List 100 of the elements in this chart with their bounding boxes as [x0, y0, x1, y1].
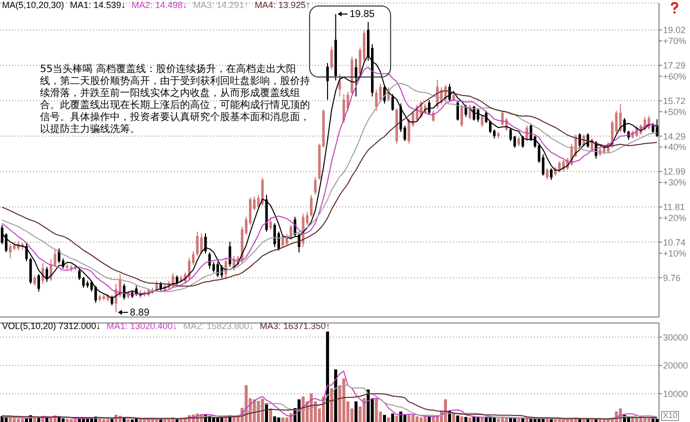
candlestick: [546, 168, 548, 180]
candlestick: [8, 244, 12, 259]
candlestick: [460, 104, 464, 128]
bar: [138, 419, 142, 422]
candlestick: [29, 257, 32, 284]
legend-title: MA(5,10,20,30): [2, 0, 64, 10]
y-tick-label: 15.72: [663, 96, 686, 106]
bar: [126, 419, 130, 422]
annotation: 55当头棒喝 高档覆盖线：股价连续扬升，在高档走出大阳线，第二天股价顺势高开，由于受到获利回吐盘影响，股价持续滑落，并跌至前一阳线实体之内收盘，从而形成覆盖线组合。此覆盖线出现在长期上涨后的高位，可能构成行情见顶的信号。具体操作中，投资者要认真研究个股基本面和消息面，以提防主力骗线洗筹。: [40, 64, 311, 136]
text: MA2: 15823.800↓: [183, 321, 254, 331]
bar: [656, 418, 659, 422]
legend-title: VOL(5,10,20) 7312.000↓: [2, 321, 101, 331]
candlestick: [330, 46, 333, 70]
bar: [550, 419, 553, 422]
y2-tick-label: +40%: [663, 142, 686, 152]
y-tick-label: 9.76: [663, 272, 681, 283]
candlestick: [33, 274, 36, 286]
candlestick: [37, 273, 40, 292]
candlestick: [114, 283, 118, 313]
bar: [273, 416, 276, 422]
bar: [134, 418, 138, 422]
bar: [334, 369, 338, 422]
candlestick: [456, 100, 459, 122]
bar: [428, 416, 431, 422]
candlestick: [188, 257, 191, 280]
y-tick-label: 14.29: [663, 131, 686, 142]
candlestick: [204, 232, 207, 254]
candlestick: [310, 194, 313, 218]
candlestick: [54, 248, 56, 268]
bar: [102, 419, 106, 422]
candlestick: [517, 136, 520, 147]
bar: [330, 388, 334, 422]
bar: [74, 419, 77, 422]
candlestick: [472, 105, 476, 122]
y2-tick-label: +20%: [663, 213, 686, 224]
bar: [651, 418, 654, 422]
bar: [647, 418, 650, 422]
candlestick: [342, 94, 346, 124]
candlestick: [25, 243, 28, 262]
annotation: 8.89: [130, 306, 150, 318]
bar: [399, 412, 402, 422]
y2-tick-label: +70%: [663, 36, 686, 46]
bar: [472, 416, 476, 422]
bar: [244, 385, 248, 422]
text: MA2: 14.498↓: [132, 0, 188, 10]
bar: [106, 419, 110, 422]
bar: [558, 419, 561, 422]
bar: [509, 418, 512, 422]
candlestick: [375, 89, 378, 112]
candlestick: [623, 118, 626, 134]
candlestick: [176, 274, 178, 286]
bar: [517, 418, 520, 422]
candlestick: [282, 234, 284, 248]
bar: [8, 418, 12, 422]
bar: [366, 389, 370, 422]
bar: [460, 416, 464, 422]
candlestick: [391, 94, 394, 112]
bar: [395, 416, 398, 422]
bar: [496, 418, 500, 422]
bar: [220, 418, 224, 422]
bar: [456, 415, 460, 422]
bar: [12, 418, 16, 422]
candlestick: [480, 114, 484, 128]
bar: [354, 401, 358, 422]
text: MA3: 16371.350↑: [260, 321, 330, 331]
candlestick: [326, 62, 329, 100]
candlestick: [269, 218, 272, 230]
bar: [98, 418, 102, 422]
bar: [411, 414, 414, 422]
bar: [20, 418, 24, 422]
candlestick: [196, 231, 199, 256]
bar: [391, 414, 394, 422]
bar: [403, 414, 406, 422]
y-tick-label: 11.81: [663, 202, 685, 212]
bar: [639, 418, 642, 422]
bar: [492, 417, 496, 422]
y-tick-label: 20000: [663, 360, 688, 371]
bar: [62, 418, 65, 422]
y2-tick-label: +10%: [663, 248, 686, 258]
y-tick-label: 30000: [663, 332, 688, 342]
text: MA1: 14.539↓: [70, 0, 126, 10]
candlestick: [383, 84, 386, 104]
y-tick-label: 12.99: [663, 166, 686, 177]
bar: [151, 419, 154, 422]
bar: [342, 378, 346, 422]
bar: [374, 398, 378, 422]
annotation: 19.85: [350, 8, 376, 20]
bar: [281, 417, 284, 422]
bar: [416, 416, 419, 422]
bar: [326, 331, 330, 422]
bar: [480, 417, 484, 422]
bar: [554, 419, 557, 422]
bar: [269, 408, 272, 422]
bar: [387, 417, 390, 422]
bar: [546, 418, 549, 422]
bar: [16, 418, 20, 422]
candlestick: [273, 222, 276, 248]
candlestick: [228, 241, 232, 268]
bar: [452, 413, 456, 422]
y-tick-label: 17.29: [663, 60, 686, 70]
